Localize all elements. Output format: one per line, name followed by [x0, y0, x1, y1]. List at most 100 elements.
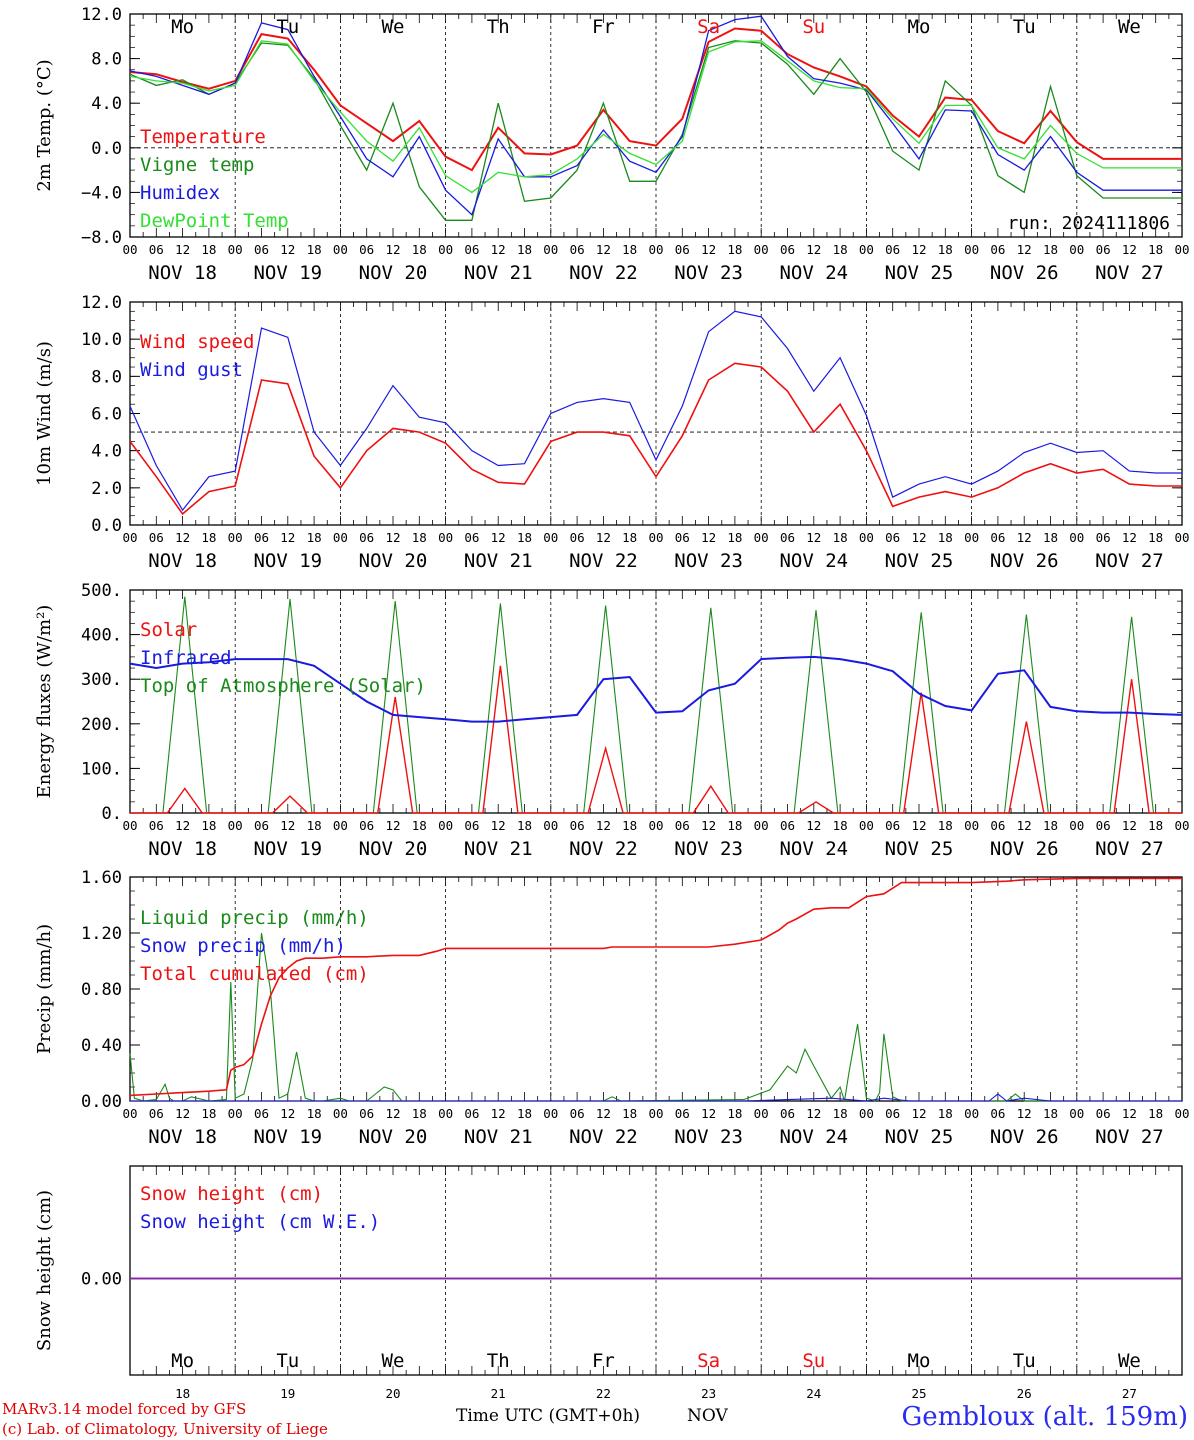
x-hour-label: 00: [754, 242, 769, 257]
weekday-label: Tu: [1013, 16, 1036, 38]
x-hour-label: 06: [570, 818, 585, 833]
x-hour-label: 12: [911, 818, 926, 833]
x-hour-label: 12: [806, 1106, 821, 1121]
series-line-4: [129, 40, 1182, 194]
x-hour-label: 18: [833, 530, 848, 545]
x-date-label: NOV 23: [674, 262, 743, 284]
x-hour-label: 00: [859, 242, 874, 257]
x-date-label: NOV 24: [779, 1126, 848, 1148]
x-hour-label: 18: [201, 530, 216, 545]
x-date-label: NOV 20: [359, 838, 428, 860]
weekday-label: We: [382, 1350, 405, 1372]
x-hour-label: 18: [1148, 530, 1163, 545]
x-hour-label: 06: [359, 530, 374, 545]
y-tick-label: 12.0: [81, 293, 122, 313]
x-hour-label: 12: [596, 242, 611, 257]
series-group: [129, 15, 1182, 221]
x-hour-label: 06: [885, 242, 900, 257]
y-tick-label: 1.60: [81, 868, 122, 888]
x-date-label: NOV 21: [464, 1126, 533, 1148]
y-tick-label: 200.: [81, 715, 122, 735]
x-hour-label: 00: [1174, 818, 1189, 833]
series-line-1: [129, 932, 1182, 1102]
x-hour-label: 18: [727, 818, 742, 833]
y-tick-label: 0.0: [91, 139, 122, 159]
x-hour-label: 00: [543, 818, 558, 833]
x-hour-label: 18: [412, 818, 427, 833]
x-hour-label: 00: [1174, 242, 1189, 257]
x-date-label: NOV 19: [253, 262, 322, 284]
x-hour-label: 00: [859, 1106, 874, 1121]
y-tick-label: 0.40: [81, 1036, 122, 1056]
x-date-label: NOV 19: [253, 838, 322, 860]
x-date-label: NOV 25: [885, 550, 954, 572]
day-number-label: 21: [491, 1386, 506, 1401]
x-hour-label: 18: [307, 242, 322, 257]
x-hour-label: 06: [570, 1106, 585, 1121]
x-hour-label: 12: [1122, 242, 1137, 257]
x-date-label: NOV 26: [990, 550, 1059, 572]
x-hour-label: 00: [333, 530, 348, 545]
x-date-label: NOV 25: [885, 838, 954, 860]
x-hour-label: 00: [228, 242, 243, 257]
x-hour-label: 06: [780, 242, 795, 257]
weekday-label: Mo: [908, 1350, 931, 1372]
weekday-label: Sa: [697, 1350, 720, 1372]
x-hour-label: 18: [833, 242, 848, 257]
model-credit: MARv3.14 model forced by GFS: [2, 1400, 247, 1418]
x-hour-label: 12: [701, 242, 716, 257]
series-line-2: [130, 1093, 1182, 1102]
legend-entry: Temperature: [140, 126, 266, 148]
legend-entry: Wind gust: [140, 359, 243, 381]
x-hour-label: 12: [175, 1106, 190, 1121]
y-tick-label: 0.00: [81, 1270, 122, 1290]
x-hour-label: 12: [175, 242, 190, 257]
x-hour-label: 18: [412, 530, 427, 545]
x-hour-label: 12: [385, 818, 400, 833]
x-date-label: NOV 24: [779, 262, 848, 284]
x-hour-label: 12: [280, 530, 295, 545]
x-hour-label: 12: [911, 1106, 926, 1121]
x-hour-label: 18: [201, 1106, 216, 1121]
y-tick-label: −8.0: [81, 228, 122, 248]
x-hour-label: 06: [254, 242, 269, 257]
x-hour-label: 06: [149, 530, 164, 545]
x-hour-label: 18: [307, 818, 322, 833]
x-hour-label: 18: [307, 1106, 322, 1121]
x-date-label: NOV 26: [990, 1126, 1059, 1148]
x-hour-label: 06: [885, 818, 900, 833]
series-line-3: [129, 15, 1182, 216]
x-date-label: NOV 20: [359, 1126, 428, 1148]
x-hour-label: 00: [333, 818, 348, 833]
legend-entry: Snow height (cm W.E.): [140, 1211, 380, 1233]
x-date-label: NOV 21: [464, 838, 533, 860]
y-tick-label: 100.: [81, 759, 122, 779]
x-hour-label: 00: [1069, 1106, 1084, 1121]
series-group: [129, 877, 1182, 1102]
chart-panel-2: 12.0 10.0 8.0 6.0 4.0 2.0 0.0 10m Wind (m/s) 00 0…: [34, 293, 1190, 572]
y-tick-label: 300.: [81, 670, 122, 690]
x-hour-label: 12: [385, 242, 400, 257]
x-hour-label: 00: [543, 530, 558, 545]
weekday-label: Fr: [592, 1350, 615, 1372]
x-hour-label: 18: [1148, 1106, 1163, 1121]
x-hour-label: 18: [938, 242, 953, 257]
y-tick-label: 10.0: [81, 330, 122, 350]
x-hour-label: 00: [754, 1106, 769, 1121]
x-hour-label: 00: [228, 530, 243, 545]
x-hour-label: 06: [464, 242, 479, 257]
weekday-label: Tu: [1013, 1350, 1036, 1372]
x-date-label: NOV 27: [1095, 1126, 1164, 1148]
day-number-label: 24: [806, 1386, 821, 1401]
x-hour-label: 00: [228, 818, 243, 833]
y-axis-label: 2m Temp. (°C): [34, 59, 55, 191]
x-hour-label: 12: [175, 818, 190, 833]
series-solar-line: [130, 665, 1182, 814]
x-hour-label: 06: [570, 242, 585, 257]
day-number-label: 19: [280, 1386, 295, 1401]
y-tick-label: 2.0: [91, 479, 122, 499]
x-hour-label: 18: [833, 1106, 848, 1121]
x-hour-label: 00: [1069, 818, 1084, 833]
plot-frame: [129, 13, 1183, 238]
x-hour-label: 18: [1148, 242, 1163, 257]
